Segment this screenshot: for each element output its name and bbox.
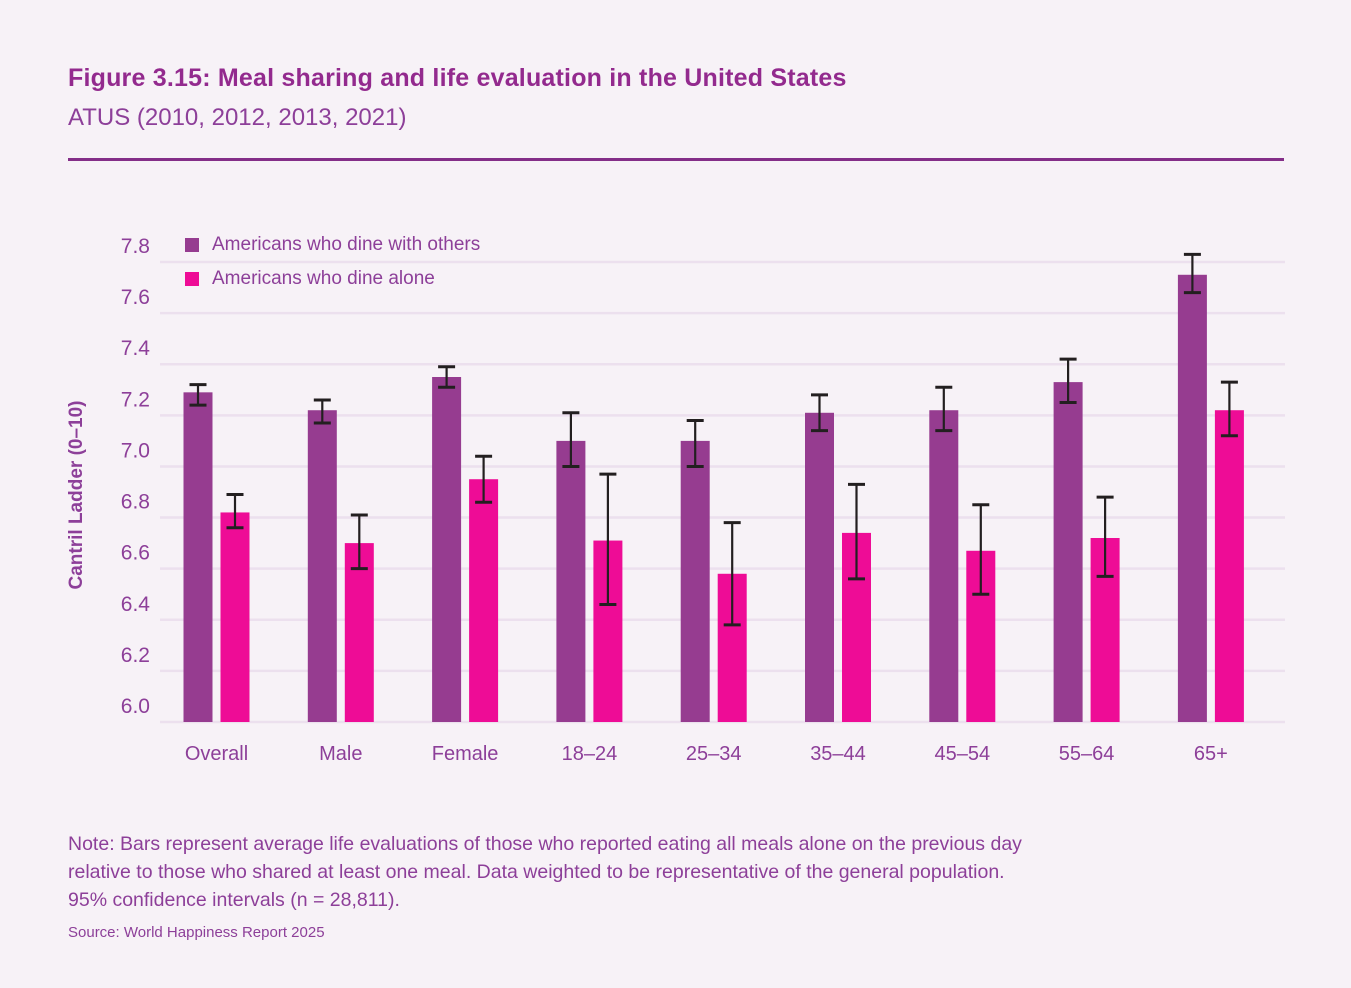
legend-item-dine-with-others: Americans who dine with others <box>185 234 480 255</box>
bar-alone-female <box>469 479 499 722</box>
legend-label-dine-alone: Americans who dine alone <box>212 267 435 289</box>
figure-title: Figure 3.15: Meal sharing and life evalu… <box>68 64 847 92</box>
figure-subtitle: ATUS (2010, 2012, 2013, 2021) <box>68 104 407 131</box>
x-tick-label-65+: 65+ <box>1194 743 1228 765</box>
y-tick-label-6.2: 6.2 <box>121 644 150 667</box>
note-line-1: Note: Bars represent average life evalua… <box>68 833 1022 855</box>
note-line-2: relative to those who shared at least on… <box>68 861 1005 883</box>
bar-with-others-male <box>307 410 337 722</box>
legend-item-dine-alone: Americans who dine alone <box>185 268 480 289</box>
figure-note: Note: Bars represent average life evalua… <box>68 830 1248 914</box>
bar-with-others-overall <box>183 392 213 722</box>
bar-alone-65+ <box>1214 410 1244 722</box>
legend-swatch-dine-with-others <box>185 237 199 252</box>
y-tick-label-7.0: 7.0 <box>121 439 150 462</box>
y-tick-label-6.6: 6.6 <box>121 542 150 565</box>
x-tick-label-25-34: 25–34 <box>686 743 742 765</box>
y-tick-label-7.4: 7.4 <box>121 337 151 360</box>
y-tick-label-6.4: 6.4 <box>121 593 151 616</box>
legend-label-dine-with-others: Americans who dine with others <box>212 233 481 255</box>
x-tick-label-overall: Overall <box>185 743 248 765</box>
bar-with-others-55-64 <box>1053 382 1083 722</box>
x-tick-label-35-44: 35–44 <box>810 743 866 765</box>
bar-alone-overall <box>220 512 250 722</box>
title-divider <box>68 158 1284 161</box>
chart-legend: Americans who dine with others Americans… <box>185 234 480 302</box>
legend-swatch-dine-alone <box>185 271 199 286</box>
figure-source: Source: World Happiness Report 2025 <box>68 924 325 941</box>
y-tick-label-7.6: 7.6 <box>121 286 150 309</box>
bar-chart: 6.0 6.2 6.4 6.6 6.8 7.0 7.2 7.4 7.6 7.8 Overall Mal… <box>121 235 1285 765</box>
bar-with-others-35-44 <box>805 412 834 722</box>
bar-with-others-female <box>432 377 462 722</box>
y-tick-label-6.8: 6.8 <box>121 491 150 514</box>
note-line-3: 95% confidence intervals (n = 28,811). <box>68 889 400 911</box>
x-tick-label-18-24: 18–24 <box>562 743 618 765</box>
bar-with-others-65+ <box>1177 274 1207 722</box>
bar-with-others-45-54 <box>929 410 959 722</box>
bar-with-others-18-24 <box>556 440 586 722</box>
x-tick-label-45-54: 45–54 <box>934 743 990 765</box>
x-tick-label-male: Male <box>319 743 362 765</box>
y-tick-label-7.2: 7.2 <box>121 388 150 411</box>
bar-with-others-25-34 <box>680 440 710 722</box>
y-tick-label-7.8: 7.8 <box>121 235 150 258</box>
y-tick-label-6.0: 6.0 <box>121 695 150 718</box>
x-tick-label-55-64: 55–64 <box>1059 743 1115 765</box>
x-tick-label-female: Female <box>432 743 499 765</box>
bar-alone-male <box>344 543 374 722</box>
